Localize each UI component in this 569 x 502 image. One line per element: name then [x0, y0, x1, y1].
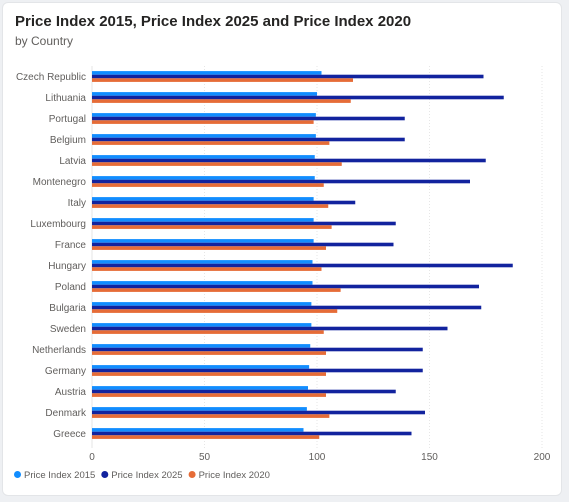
category-label: Poland: [55, 282, 86, 293]
legend-label: Price Index 2015: [24, 470, 95, 481]
bar: [92, 155, 315, 159]
bar: [92, 197, 314, 201]
category-label: Sweden: [50, 324, 86, 335]
bar: [92, 239, 314, 243]
bar: [92, 431, 412, 436]
bar: [92, 141, 330, 145]
category-label: Czech Republic: [16, 72, 86, 83]
category-label: Hungary: [48, 261, 86, 272]
x-tick-label: 0: [89, 452, 95, 463]
category-label: Austria: [55, 387, 87, 398]
bar: [92, 351, 326, 355]
bar: [92, 281, 313, 285]
bar: [92, 410, 425, 415]
x-tick-label: 150: [421, 452, 438, 463]
category-label: Belgium: [50, 135, 86, 146]
bar: [92, 120, 314, 124]
bar: [92, 288, 341, 292]
bar: [92, 414, 330, 418]
bar: [92, 428, 304, 432]
bar: [92, 95, 504, 100]
category-label: Lithuania: [45, 93, 86, 104]
category-label: Luxembourg: [30, 219, 86, 230]
bar: [92, 344, 311, 348]
legend-label: Price Index 2025: [111, 470, 182, 481]
bar: [92, 260, 313, 264]
bar: [92, 71, 322, 75]
bar: [92, 221, 396, 226]
bar: [92, 389, 396, 394]
bar: [92, 99, 351, 103]
bar: [92, 200, 356, 205]
bar: [92, 246, 326, 250]
bar: [92, 267, 322, 271]
bar: [92, 347, 423, 352]
bar: [92, 158, 486, 163]
bar: [92, 204, 329, 208]
bar: [92, 78, 353, 82]
chart-subtitle: by Country: [15, 34, 74, 48]
category-label: Netherlands: [32, 345, 86, 356]
x-tick-label: 50: [199, 452, 211, 463]
chart-title: Price Index 2015, Price Index 2025 and P…: [15, 13, 412, 30]
bar: [92, 183, 324, 187]
category-label: Greece: [53, 429, 86, 440]
bar: [92, 365, 310, 369]
bar: [92, 218, 314, 222]
category-label: Denmark: [45, 408, 87, 419]
category-label: Germany: [45, 366, 86, 377]
legend-marker: [14, 471, 21, 478]
bar: [92, 368, 423, 373]
bar: [92, 242, 394, 247]
bar: [92, 330, 324, 334]
bar: [92, 309, 338, 313]
bar: [92, 116, 405, 121]
legend-label: Price Index 2020: [199, 470, 270, 481]
bar: [92, 176, 315, 180]
category-label: France: [55, 240, 87, 251]
legend-marker: [101, 471, 109, 478]
bar: [92, 137, 405, 142]
bar: [92, 305, 482, 310]
bar: [92, 302, 312, 306]
bar: [92, 162, 342, 166]
category-label: Latvia: [59, 156, 86, 167]
bar: [92, 407, 307, 411]
bar: [92, 225, 332, 229]
category-label: Italy: [68, 198, 86, 209]
x-tick-label: 100: [309, 452, 326, 463]
category-label: Bulgaria: [49, 303, 86, 314]
bar: [92, 263, 513, 268]
bar: [92, 74, 484, 79]
category-label: Portugal: [49, 114, 86, 125]
bar: [92, 393, 326, 397]
bar: [92, 326, 448, 331]
bar: [92, 134, 316, 138]
bar: [92, 284, 479, 289]
bar: [92, 323, 312, 327]
x-tick-label: 200: [534, 452, 551, 463]
bar: [92, 92, 317, 96]
bar: [92, 113, 316, 117]
bar: [92, 435, 320, 439]
bar: [92, 372, 326, 376]
category-label: Montenegro: [33, 177, 87, 188]
legend-marker: [188, 471, 196, 478]
bar: [92, 386, 308, 390]
bar: [92, 179, 470, 184]
